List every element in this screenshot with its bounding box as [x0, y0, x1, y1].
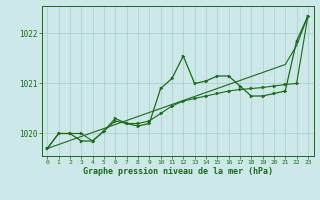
X-axis label: Graphe pression niveau de la mer (hPa): Graphe pression niveau de la mer (hPa) [83, 167, 273, 176]
